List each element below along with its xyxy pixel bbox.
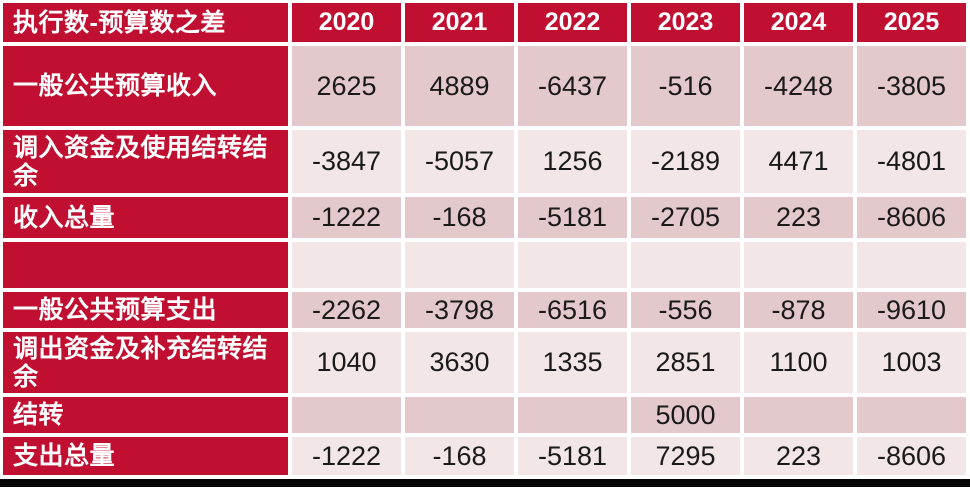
- value-cell: -878: [744, 292, 853, 328]
- value-cell: 1256: [518, 130, 627, 193]
- year-header-2023: 2023: [631, 3, 740, 42]
- value-cell: [631, 242, 740, 288]
- row-label: 支出总量: [3, 437, 288, 475]
- value-cell: -2705: [631, 197, 740, 238]
- value-cell: -5181: [518, 437, 627, 475]
- row-label: 一般公共预算收入: [3, 46, 288, 126]
- year-header-2025: 2025: [857, 3, 966, 42]
- row-label: 收入总量: [3, 197, 288, 238]
- year-header-2024: 2024: [744, 3, 853, 42]
- value-cell: -6516: [518, 292, 627, 328]
- value-cell: [857, 397, 966, 433]
- value-cell: 2625: [292, 46, 401, 126]
- value-cell: [518, 242, 627, 288]
- value-cell: -6437: [518, 46, 627, 126]
- value-cell: -1222: [292, 437, 401, 475]
- value-cell: 2851: [631, 332, 740, 393]
- value-cell: [518, 397, 627, 433]
- value-cell: -168: [405, 437, 514, 475]
- value-cell: 1335: [518, 332, 627, 393]
- year-header-2020: 2020: [292, 3, 401, 42]
- value-cell: -5181: [518, 197, 627, 238]
- corner-header: 执行数-预算数之差: [3, 3, 288, 42]
- value-cell: 1040: [292, 332, 401, 393]
- value-cell: [744, 397, 853, 433]
- value-cell: -168: [405, 197, 514, 238]
- value-cell: -4248: [744, 46, 853, 126]
- row-label: 调入资金及使用结转结余: [3, 130, 288, 193]
- row-label: [3, 242, 288, 288]
- row-label: 调出资金及补充结转结余: [3, 332, 288, 393]
- value-cell: -8606: [857, 197, 966, 238]
- value-cell: 7295: [631, 437, 740, 475]
- value-cell: 1100: [744, 332, 853, 393]
- row-label: 一般公共预算支出: [3, 292, 288, 328]
- value-cell: 3630: [405, 332, 514, 393]
- value-cell: 4471: [744, 130, 853, 193]
- value-cell: -3805: [857, 46, 966, 126]
- bottom-bar: [0, 479, 970, 487]
- value-cell: 1003: [857, 332, 966, 393]
- row-label: 结转: [3, 397, 288, 433]
- value-cell: -3798: [405, 292, 514, 328]
- value-cell: -2189: [631, 130, 740, 193]
- value-cell: -556: [631, 292, 740, 328]
- value-cell: [292, 397, 401, 433]
- value-cell: [405, 397, 514, 433]
- value-cell: 223: [744, 197, 853, 238]
- value-cell: -4801: [857, 130, 966, 193]
- value-cell: 223: [744, 437, 853, 475]
- value-cell: -2262: [292, 292, 401, 328]
- value-cell: [405, 242, 514, 288]
- value-cell: -516: [631, 46, 740, 126]
- value-cell: 4889: [405, 46, 514, 126]
- year-header-2022: 2022: [518, 3, 627, 42]
- value-cell: [744, 242, 853, 288]
- value-cell: 5000: [631, 397, 740, 433]
- budget-diff-table: 执行数-预算数之差 2020 2021 2022 2023 2024 2025 一般公共预算收…: [3, 3, 966, 475]
- value-cell: -1222: [292, 197, 401, 238]
- value-cell: [857, 242, 966, 288]
- value-cell: -3847: [292, 130, 401, 193]
- value-cell: -9610: [857, 292, 966, 328]
- year-header-2021: 2021: [405, 3, 514, 42]
- value-cell: [292, 242, 401, 288]
- value-cell: -8606: [857, 437, 966, 475]
- value-cell: -5057: [405, 130, 514, 193]
